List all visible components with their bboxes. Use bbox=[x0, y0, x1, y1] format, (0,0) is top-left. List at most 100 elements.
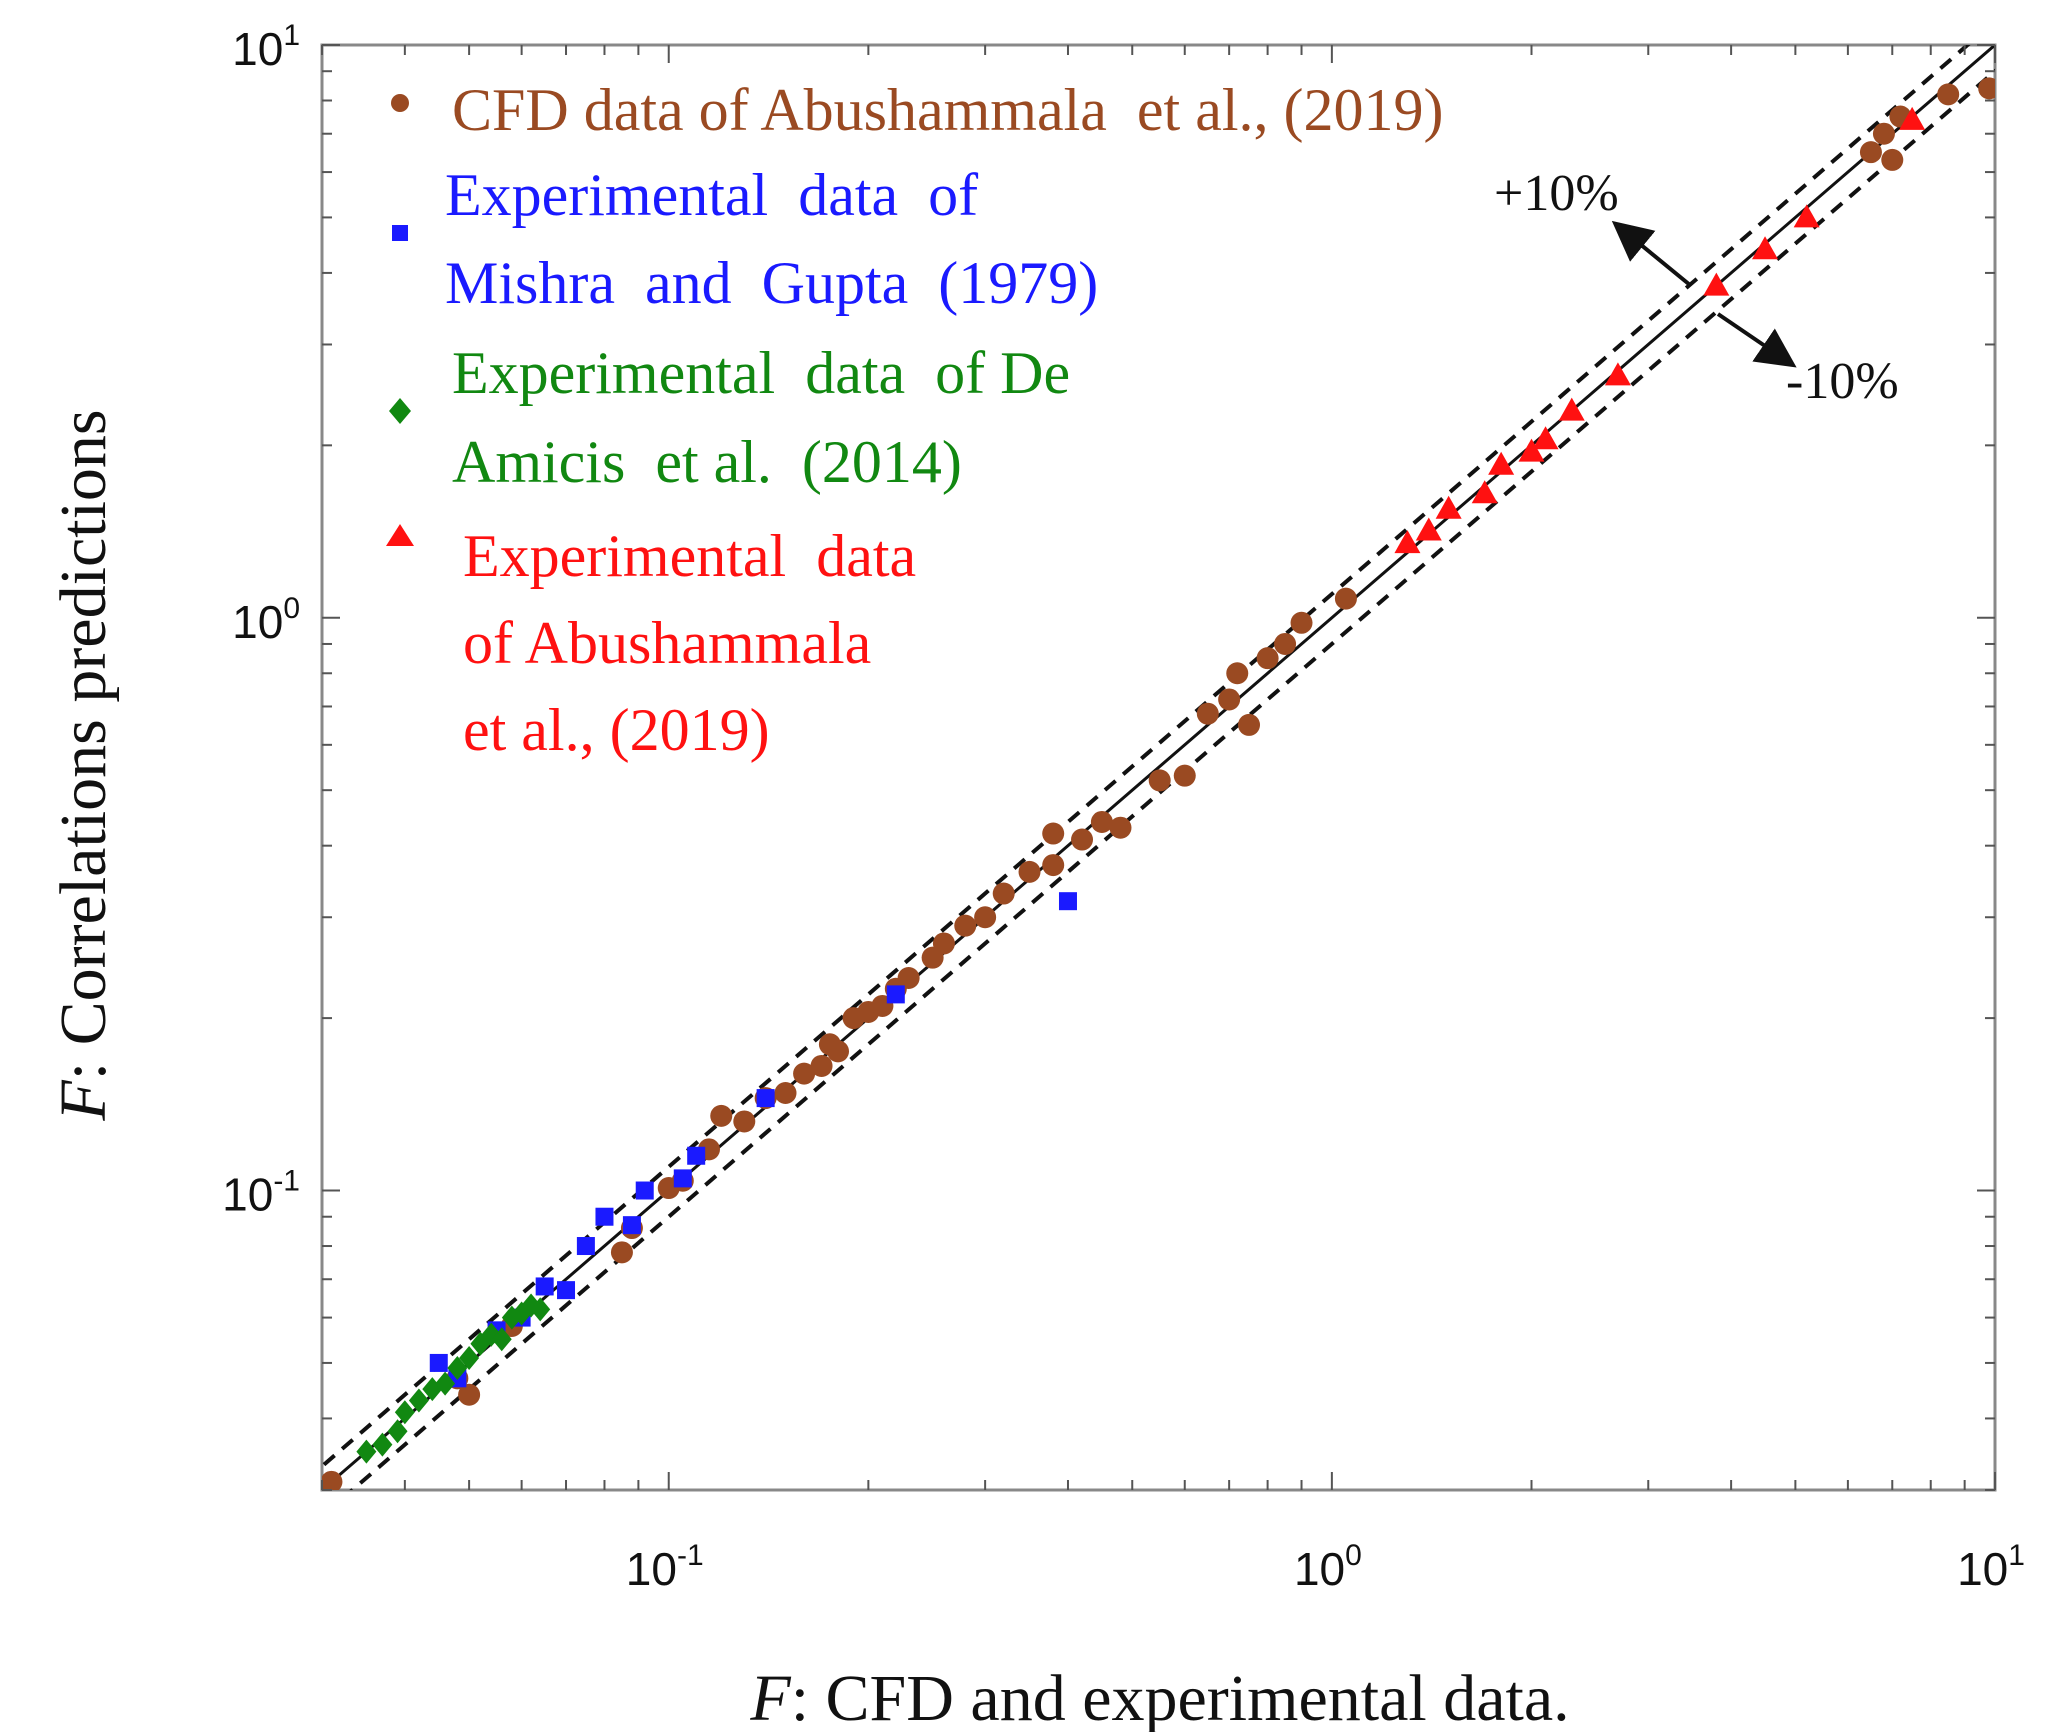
data-point bbox=[1859, 141, 1882, 164]
data-point bbox=[886, 985, 905, 1004]
legend-label-deamicis-line1: Experimental data of De bbox=[452, 340, 1070, 406]
reference-line-plus10pct bbox=[322, 45, 1971, 1469]
data-point bbox=[1109, 816, 1132, 839]
data-point bbox=[954, 914, 977, 937]
y-tick-label: 10-1 bbox=[222, 1165, 300, 1221]
band-annotation-minus: -10% bbox=[1716, 312, 1899, 410]
y-tick-label: 101 bbox=[232, 19, 300, 75]
data-point bbox=[687, 1146, 706, 1165]
data-point bbox=[1881, 148, 1904, 171]
y-tick-label: 100 bbox=[232, 592, 300, 648]
data-point bbox=[1703, 272, 1730, 296]
series-2-diamond bbox=[356, 1293, 551, 1464]
data-point bbox=[1899, 106, 1926, 130]
series-3-triangle bbox=[1394, 106, 1926, 554]
data-point bbox=[932, 932, 955, 955]
data-point bbox=[387, 1419, 408, 1444]
legend-label-mishra-line2: Mishra and Gupta (1979) bbox=[445, 250, 1098, 316]
legend-marker-abushammala-exp bbox=[386, 524, 414, 546]
data-point bbox=[1042, 822, 1065, 845]
data-point bbox=[1937, 83, 1960, 106]
reference-line-minus10pct bbox=[349, 68, 1995, 1490]
x-axis-title: F: CFD and experimental data. bbox=[749, 1662, 1569, 1732]
minus-10-arrow bbox=[1716, 312, 1797, 368]
data-point bbox=[1058, 892, 1077, 911]
y-axis-title: F: Correlations predictions bbox=[47, 409, 120, 1121]
data-point bbox=[1218, 688, 1241, 711]
data-point bbox=[1978, 77, 1995, 100]
data-point bbox=[1173, 764, 1196, 787]
data-point bbox=[459, 1346, 480, 1371]
legend-label-deamicis-line2: Amicis et al. (2014) bbox=[452, 429, 962, 495]
data-point bbox=[635, 1181, 654, 1200]
data-point bbox=[322, 1470, 343, 1490]
plus-10-arrow bbox=[1611, 220, 1692, 287]
data-point bbox=[992, 882, 1015, 905]
legend-label-abushammala-exp-line1: Experimental data bbox=[463, 523, 916, 589]
data-point bbox=[408, 1388, 429, 1413]
data-point bbox=[1415, 517, 1442, 541]
data-point bbox=[1334, 587, 1357, 610]
legend-label-cfd: CFD data of Abushammala et al., (2019) bbox=[452, 77, 1443, 143]
data-point bbox=[356, 1439, 377, 1464]
data-point bbox=[576, 1237, 595, 1256]
data-point bbox=[1604, 362, 1631, 386]
data-point bbox=[1518, 438, 1545, 462]
data-point bbox=[1471, 480, 1498, 504]
data-point bbox=[372, 1432, 393, 1457]
data-point bbox=[1274, 632, 1297, 655]
data-point bbox=[610, 1241, 633, 1264]
band-annotation-plus: +10% bbox=[1494, 165, 1692, 287]
legend-label-abushammala-exp-line3: et al., (2019) bbox=[463, 697, 770, 763]
data-point bbox=[810, 1054, 833, 1077]
data-point bbox=[1148, 769, 1171, 792]
data-point bbox=[595, 1207, 614, 1226]
data-point bbox=[1872, 122, 1895, 145]
data-point bbox=[530, 1297, 551, 1322]
data-point bbox=[774, 1081, 797, 1104]
data-point bbox=[710, 1104, 733, 1127]
data-point bbox=[622, 1216, 641, 1235]
data-point bbox=[673, 1169, 692, 1188]
legend-label-abushammala-exp-line2: of Abushammala bbox=[463, 610, 871, 676]
reference-line-parity bbox=[322, 45, 1995, 1490]
data-point bbox=[458, 1383, 481, 1406]
data-point bbox=[1558, 397, 1585, 421]
x-tick-label: 101 bbox=[1957, 1539, 2025, 1595]
data-point bbox=[1752, 236, 1779, 260]
data-point bbox=[1435, 495, 1462, 519]
data-point bbox=[447, 1355, 468, 1380]
x-tick-label: 10-1 bbox=[626, 1539, 704, 1595]
data-point bbox=[974, 906, 997, 929]
legend: CFD data of Abushammala et al., (2019) E… bbox=[386, 77, 1443, 763]
x-tick-label: 100 bbox=[1294, 1539, 1362, 1595]
data-point bbox=[557, 1281, 576, 1300]
data-point bbox=[1256, 647, 1279, 670]
data-point bbox=[394, 1400, 415, 1425]
data-point bbox=[1042, 854, 1065, 877]
legend-marker-deamicis bbox=[389, 398, 411, 424]
plus-10-label: +10% bbox=[1494, 165, 1619, 222]
data-point bbox=[733, 1110, 756, 1133]
data-point bbox=[756, 1089, 775, 1108]
data-point bbox=[1226, 662, 1249, 685]
data-point bbox=[1488, 451, 1515, 475]
data-point bbox=[1290, 611, 1313, 634]
data-point bbox=[827, 1040, 850, 1063]
data-point bbox=[535, 1277, 554, 1296]
legend-marker-mishra bbox=[392, 225, 408, 241]
legend-label-mishra-line1: Experimental data of bbox=[445, 162, 978, 228]
data-point bbox=[429, 1353, 448, 1372]
data-point bbox=[1071, 828, 1094, 851]
data-point bbox=[1196, 702, 1219, 725]
data-point bbox=[1018, 860, 1041, 883]
data-point bbox=[1532, 426, 1559, 450]
data-point bbox=[435, 1371, 456, 1396]
data-point bbox=[491, 1327, 512, 1352]
data-point bbox=[1793, 204, 1820, 228]
legend-marker-cfd bbox=[391, 94, 409, 112]
data-point bbox=[793, 1062, 816, 1085]
data-point bbox=[1238, 713, 1261, 736]
data-point bbox=[1394, 530, 1421, 554]
